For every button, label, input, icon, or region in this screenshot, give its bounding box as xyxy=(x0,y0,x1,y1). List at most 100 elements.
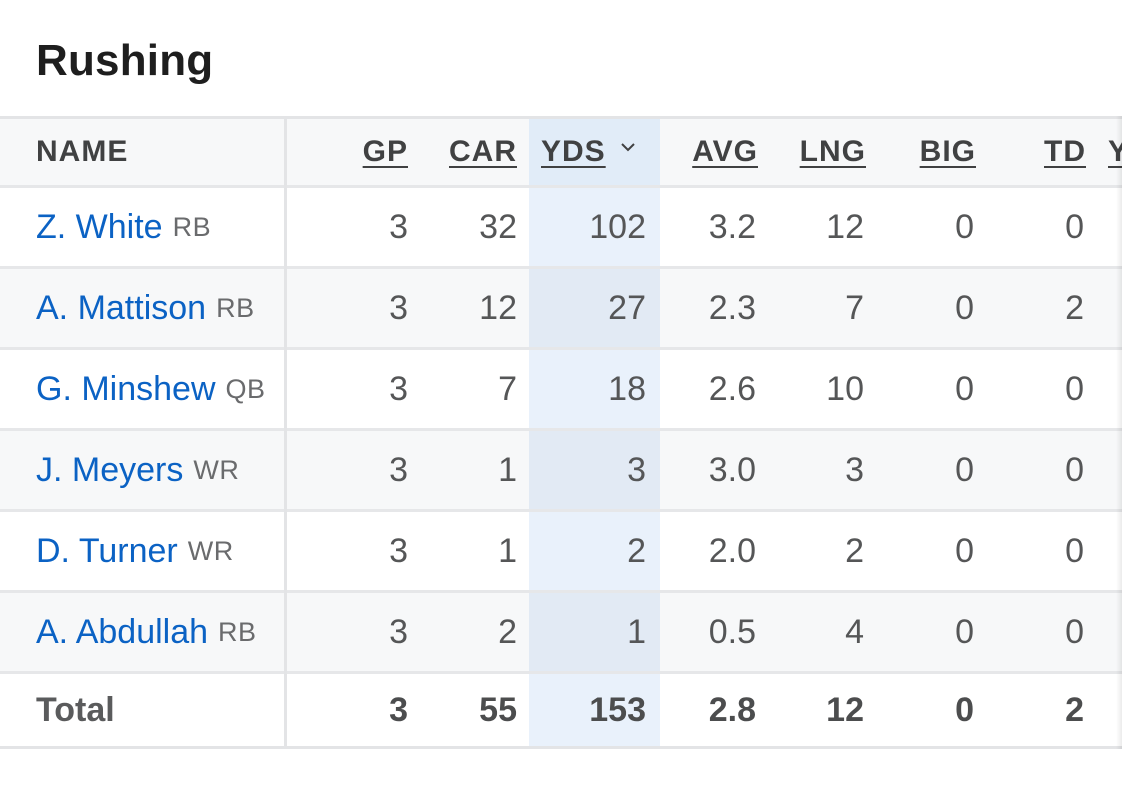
sorted-column-highlight xyxy=(529,593,660,671)
sorted-column-highlight xyxy=(529,512,660,590)
column-header-avg[interactable]: AVG xyxy=(692,135,758,168)
stat-car: 12 xyxy=(479,288,517,327)
table-total-row: Total 3 55 153 2.8 12 0 2 xyxy=(0,674,1122,746)
total-gp: 3 xyxy=(389,690,408,729)
stat-td: 0 xyxy=(1065,612,1084,651)
stat-lng: 12 xyxy=(826,207,864,246)
stat-avg: 3.0 xyxy=(708,450,756,489)
player-position: WR xyxy=(193,454,240,485)
stat-td: 0 xyxy=(1065,450,1084,489)
total-lng: 12 xyxy=(826,690,864,729)
column-header-yds-per-game[interactable]: Y xyxy=(1108,135,1122,168)
stat-big: 0 xyxy=(955,450,974,489)
player-cell: A. Abdullah RB xyxy=(36,593,257,671)
player-position: RB xyxy=(216,292,255,323)
player-name-link[interactable]: G. Minshew xyxy=(36,369,216,408)
rushing-stats-table: NAME GP CAR YDS AVG LNG BIG TD Y Z. Whit… xyxy=(0,116,1122,752)
player-cell: J. Meyers WR xyxy=(36,431,239,509)
table-top-border xyxy=(0,116,1122,119)
stat-avg: 2.0 xyxy=(708,531,756,570)
stat-td: 0 xyxy=(1065,207,1084,246)
table-row: D. Turner WR 3 1 2 2.0 2 0 0 xyxy=(0,512,1122,593)
total-yds: 153 xyxy=(589,690,646,729)
stat-gp: 3 xyxy=(389,207,408,246)
table-row: A. Abdullah RB 3 2 1 0.5 4 0 0 xyxy=(0,593,1122,674)
stat-yds: 3 xyxy=(627,450,646,489)
table-header-row: NAME GP CAR YDS AVG LNG BIG TD Y xyxy=(0,119,1122,188)
stat-lng: 2 xyxy=(845,531,864,570)
player-name-link[interactable]: D. Turner xyxy=(36,531,178,570)
stat-yds: 2 xyxy=(627,531,646,570)
table-row: Z. White RB 3 32 102 3.2 12 0 0 xyxy=(0,188,1122,269)
sorted-column-highlight xyxy=(529,674,660,746)
stat-car: 1 xyxy=(498,450,517,489)
column-header-lng[interactable]: LNG xyxy=(799,135,866,168)
player-name-link[interactable]: A. Abdullah xyxy=(36,612,209,651)
stat-big: 0 xyxy=(955,288,974,327)
stat-gp: 3 xyxy=(389,288,408,327)
stat-big: 0 xyxy=(955,531,974,570)
stat-td: 0 xyxy=(1065,369,1084,408)
player-position: WR xyxy=(187,535,234,566)
stat-lng: 4 xyxy=(845,612,864,651)
player-name-link[interactable]: A. Mattison xyxy=(36,288,207,327)
stat-car: 1 xyxy=(498,531,517,570)
stat-gp: 3 xyxy=(389,369,408,408)
stat-lng: 3 xyxy=(845,450,864,489)
stat-car: 2 xyxy=(498,612,517,651)
horizontal-scroll-shadow[interactable] xyxy=(1116,116,1122,749)
player-cell: A. Mattison RB xyxy=(36,269,255,347)
name-column-divider xyxy=(284,116,287,749)
stat-gp: 3 xyxy=(389,450,408,489)
player-cell: D. Turner WR xyxy=(36,512,234,590)
total-avg: 2.8 xyxy=(708,690,756,729)
section-title: Rushing xyxy=(36,36,214,85)
stat-big: 0 xyxy=(955,207,974,246)
table-bottom-border xyxy=(0,746,1122,749)
stat-gp: 3 xyxy=(389,531,408,570)
stat-gp: 3 xyxy=(389,612,408,651)
player-name-link[interactable]: Z. White xyxy=(36,207,163,246)
stat-lng: 7 xyxy=(845,288,864,327)
stat-avg: 0.5 xyxy=(708,612,756,651)
stat-td: 2 xyxy=(1065,288,1084,327)
player-position: RB xyxy=(172,211,212,242)
column-header-yds[interactable]: YDS xyxy=(541,119,636,185)
total-big: 0 xyxy=(955,690,974,729)
column-header-name: NAME xyxy=(36,135,129,168)
table-row: A. Mattison RB 3 12 27 2.3 7 0 2 xyxy=(0,269,1122,350)
table-row: J. Meyers WR 3 1 3 3.0 3 0 0 xyxy=(0,431,1122,512)
stat-yds: 27 xyxy=(608,288,646,327)
player-position: QB xyxy=(225,373,266,404)
sorted-column-highlight xyxy=(529,269,660,347)
stat-avg: 2.3 xyxy=(708,288,756,327)
stat-big: 0 xyxy=(955,369,974,408)
sorted-column-highlight xyxy=(529,188,660,266)
stat-car: 7 xyxy=(498,369,517,408)
stat-yds: 18 xyxy=(608,369,646,408)
player-cell: Z. White RB xyxy=(36,188,211,266)
column-header-car[interactable]: CAR xyxy=(449,135,517,168)
chevron-down-icon xyxy=(620,143,635,152)
player-position: RB xyxy=(218,616,257,647)
sorted-column-highlight xyxy=(529,431,660,509)
column-header-big[interactable]: BIG xyxy=(919,135,976,168)
stat-avg: 3.2 xyxy=(708,207,756,246)
stat-lng: 10 xyxy=(826,369,864,408)
player-cell: G. Minshew QB xyxy=(36,350,266,428)
stat-car: 32 xyxy=(479,207,517,246)
sorted-column-highlight xyxy=(529,350,660,428)
total-car: 55 xyxy=(479,690,517,729)
total-label: Total xyxy=(36,690,115,729)
stat-big: 0 xyxy=(955,612,974,651)
total-td: 2 xyxy=(1065,690,1084,729)
column-header-td[interactable]: TD xyxy=(1044,135,1086,168)
stat-td: 0 xyxy=(1065,531,1084,570)
stat-yds: 1 xyxy=(627,612,646,651)
column-header-gp[interactable]: GP xyxy=(362,135,408,168)
stat-yds: 102 xyxy=(589,207,646,246)
stat-avg: 2.6 xyxy=(708,369,756,408)
sorted-column-highlight xyxy=(529,119,660,185)
player-name-link[interactable]: J. Meyers xyxy=(36,450,184,489)
table-row: G. Minshew QB 3 7 18 2.6 10 0 0 xyxy=(0,350,1122,431)
